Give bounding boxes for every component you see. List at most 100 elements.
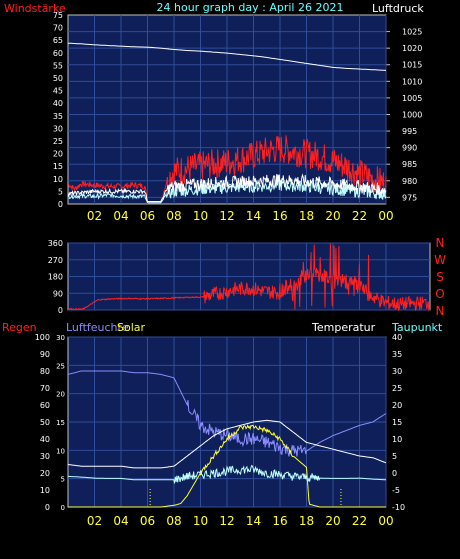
x-tick-label: 12 [219, 209, 234, 223]
luftfeuchte-label: Luftfeuchte [66, 321, 129, 334]
y-rain-tick-label: 0 [45, 503, 50, 512]
y-rain-tick-label: 100 [35, 333, 50, 342]
series-line-red-1 [67, 135, 387, 204]
series-line-white-0 [67, 42, 387, 71]
x-tick-label: 14 [246, 209, 261, 223]
x-tick-label: 06 [140, 209, 155, 223]
x-tick-label: 10 [193, 209, 208, 223]
y-right-tick-label: 975 [402, 193, 417, 202]
x-tick-label: 12 [219, 514, 234, 528]
y-temp-tick-label: 10 [392, 435, 402, 444]
x-tick-label: 22 [352, 209, 367, 223]
x-tick-label: 00 [378, 209, 393, 223]
y-temp-tick-label: 35 [392, 350, 402, 359]
x-tick-label: 16 [272, 209, 287, 223]
series-line-taupunkt [68, 464, 386, 484]
x-tick-label: 16 [272, 514, 287, 528]
y-left-tick-label: 65 [53, 36, 63, 45]
x-tick-label: 02 [87, 209, 102, 223]
series-line-solar [68, 423, 386, 508]
temperatur-label: Temperatur [311, 321, 376, 334]
direction-label-4: N [436, 304, 445, 318]
x-tick-label: 18 [299, 209, 314, 223]
y-tick-label: 180 [48, 273, 63, 282]
x-tick-label: 04 [113, 514, 128, 528]
rain-humidity-solar-temp-panel: 0102030405060708090100051015202530-10-50… [35, 333, 405, 528]
y-left-tick-label: 75 [53, 11, 63, 20]
y-tick-label: 360 [48, 239, 63, 248]
x-tick-label: 08 [166, 209, 181, 223]
taupunkt-label: Taupunkt [391, 321, 443, 334]
y-left-tick-label: 70 [53, 24, 63, 33]
y-left-tick-label: 40 [53, 99, 63, 108]
series-line-wind-direction [67, 243, 431, 312]
y-left-tick-label: 20 [53, 150, 63, 159]
series-line-luftfeuchte [67, 370, 387, 457]
y-right-tick-label: 1000 [402, 110, 422, 119]
y-tick-label: 90 [53, 289, 63, 298]
y-temp-tick-label: 30 [392, 367, 402, 376]
y-left-tick-label: 35 [53, 112, 63, 121]
y-left-tick-label: 0 [58, 200, 63, 209]
series-line-cyan-2 [67, 178, 387, 204]
y-hum-tick-label: 10 [56, 447, 65, 455]
direction-label-0: N [436, 236, 445, 250]
y-rain-tick-label: 30 [40, 452, 50, 461]
y-left-tick-label: 50 [53, 74, 63, 83]
y-right-tick-label: 1015 [402, 61, 422, 70]
y-hum-tick-label: 30 [56, 334, 65, 342]
y-temp-tick-label: -10 [392, 503, 405, 512]
y-hum-tick-label: 0 [61, 504, 65, 512]
y-temp-tick-label: 0 [392, 469, 397, 478]
y-temp-tick-label: 40 [392, 333, 402, 342]
y-temp-tick-label: -5 [392, 486, 400, 495]
y-left-tick-label: 55 [53, 61, 63, 70]
y-rain-tick-label: 50 [40, 418, 50, 427]
direction-label-2: S [436, 270, 444, 284]
y-tick-label: 0 [58, 306, 63, 315]
y-left-tick-label: 45 [53, 87, 63, 96]
y-hum-tick-label: 5 [61, 476, 65, 484]
x-tick-label: 18 [299, 514, 314, 528]
x-tick-label: 04 [113, 209, 128, 223]
y-right-tick-label: 990 [402, 144, 417, 153]
x-tick-label: 14 [246, 514, 261, 528]
y-left-tick-label: 25 [53, 137, 63, 146]
y-right-tick-label: 980 [402, 177, 417, 186]
y-left-tick-label: 10 [53, 175, 63, 184]
y-left-tick-label: 5 [58, 187, 63, 196]
y-temp-tick-label: 15 [392, 418, 402, 427]
x-tick-label: 20 [325, 514, 340, 528]
series-line-temperatur [67, 419, 387, 469]
x-tick-label: 06 [140, 514, 155, 528]
y-right-tick-label: 1010 [402, 77, 422, 86]
wind-pressure-panel: 9759809859909951000100510101015102010250… [53, 11, 423, 223]
x-tick-label: 10 [193, 514, 208, 528]
y-rain-tick-label: 60 [40, 401, 50, 410]
y-rain-tick-label: 20 [40, 469, 50, 478]
x-tick-label: 22 [352, 514, 367, 528]
y-rain-tick-label: 40 [40, 435, 50, 444]
y-rain-tick-label: 90 [40, 350, 50, 359]
direction-label-3: O [435, 287, 444, 301]
y-temp-tick-label: 20 [392, 401, 402, 410]
y-left-tick-label: 15 [53, 162, 63, 171]
chart-title: 24 hour graph day : April 26 2021 [157, 1, 344, 14]
x-tick-label: 02 [87, 514, 102, 528]
solar-label: Solar [117, 321, 146, 334]
y-right-tick-label: 995 [402, 127, 417, 136]
y-rain-tick-label: 10 [40, 486, 50, 495]
luftdruck-label: Luftdruck [372, 2, 424, 15]
windstaerke-label: Windstärke [4, 2, 66, 15]
y-hum-tick-label: 25 [56, 362, 65, 370]
y-right-tick-label: 1005 [402, 94, 422, 103]
x-tick-label: 00 [378, 514, 393, 528]
regen-label: Regen [2, 321, 37, 334]
y-temp-tick-label: 25 [392, 384, 402, 393]
y-left-tick-label: 30 [53, 124, 63, 133]
y-rain-tick-label: 70 [40, 384, 50, 393]
series-line-white-3 [67, 173, 387, 202]
